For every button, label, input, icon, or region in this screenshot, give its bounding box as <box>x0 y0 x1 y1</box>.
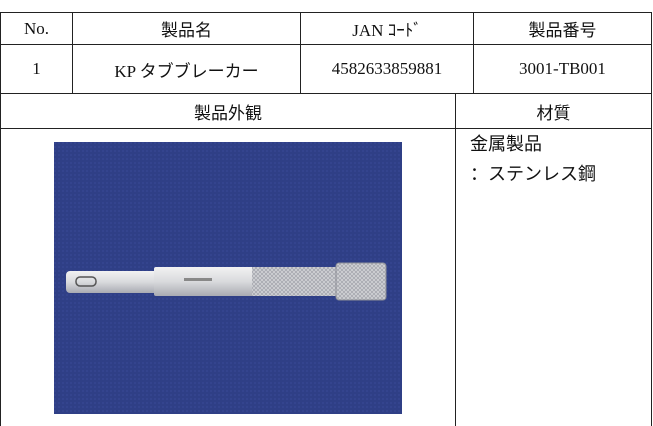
header-cell: JAN ｺｰﾄﾞ <box>300 12 474 45</box>
section-header: 製品外観 <box>0 93 456 129</box>
data-cell: 4582633859881 <box>300 44 474 94</box>
data-cell: KP タブブレーカー <box>72 44 301 94</box>
image-cell <box>0 128 456 426</box>
data-cell: 1 <box>0 44 73 94</box>
tool-cap <box>335 262 387 300</box>
section-header: 材質 <box>455 93 652 129</box>
material-cell: 金属製品 ：ステンレス鋼 <box>455 128 652 426</box>
tool-slot <box>75 275 97 287</box>
header-cell: 製品番号 <box>473 12 652 45</box>
material-text: ：ステンレス鋼 <box>470 164 596 184</box>
data-cell: 3001-TB001 <box>473 44 652 94</box>
material-text: 金属製品 <box>470 134 542 154</box>
tool-engraving <box>184 277 212 281</box>
header-cell: No. <box>0 12 73 45</box>
tool-body <box>154 266 254 296</box>
product-photo <box>54 141 402 414</box>
tool-grip <box>252 266 336 296</box>
header-cell: 製品名 <box>72 12 301 45</box>
tool-shaft <box>66 270 158 293</box>
